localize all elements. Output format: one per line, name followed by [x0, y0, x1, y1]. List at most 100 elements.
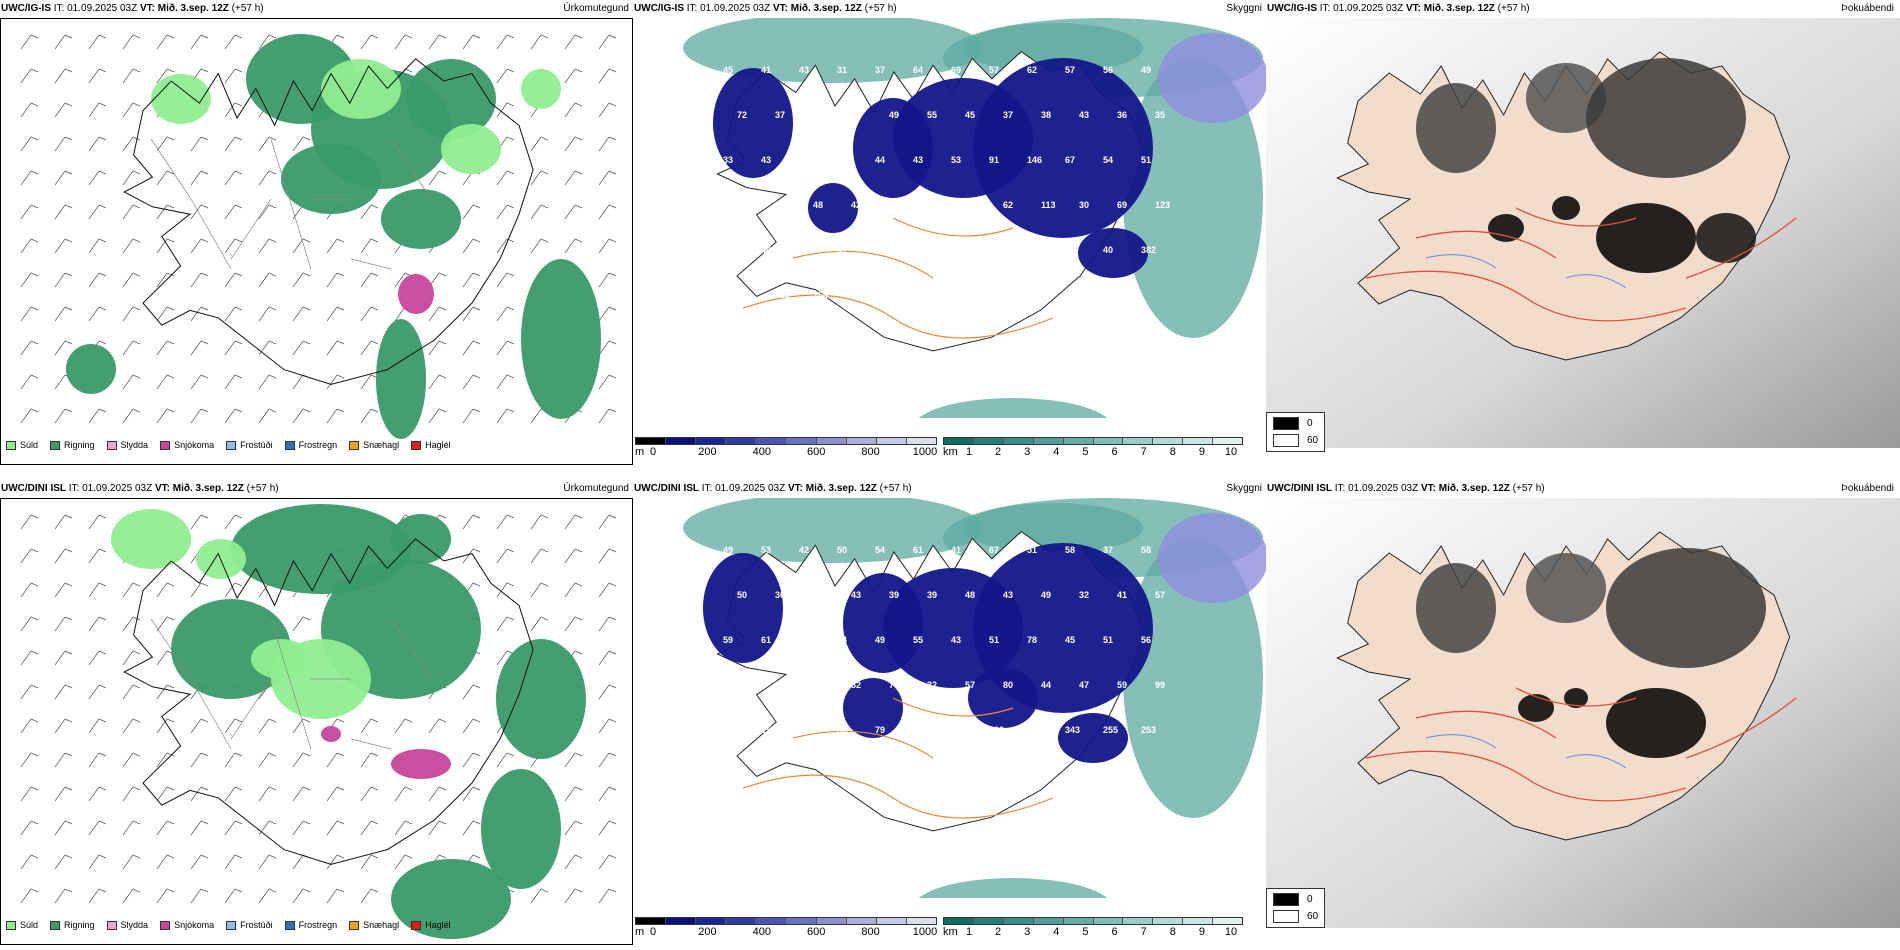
colorbar-tick: 10 — [1224, 446, 1238, 458]
panel-visibility-row1: UWC/IG-IS IT: 01.09.2025 03Z VT: Mið. 3.… — [633, 0, 1266, 480]
cloud-ceiling-label: 57 — [989, 65, 999, 75]
colorbar-strip — [943, 437, 1243, 445]
legend-label: Frostúði — [240, 920, 273, 930]
legend-swatch — [50, 440, 61, 450]
panel-name: Þokuábendi — [1841, 483, 1894, 494]
cloud-ceiling-label: 61 — [913, 545, 923, 555]
cloud-ceiling-colorbar: m 0 200 400 600 800 1000 — [635, 917, 937, 941]
cloud-ceiling-label: 43 — [761, 155, 771, 165]
colorbar-segment — [666, 438, 697, 444]
cloud-ceiling-label: 50 — [775, 200, 785, 210]
cloud-ceiling-label: 62 — [1003, 200, 1013, 210]
colorbar-segment — [906, 918, 936, 924]
colorbar-tick: 9 — [1198, 926, 1205, 938]
colorbar-segment — [906, 438, 936, 444]
panel-fog-index-row2: UWC/DINI ISL IT: 01.09.2025 03Z VT: Mið.… — [1266, 480, 1900, 950]
colorbar-tick: 4 — [1053, 446, 1060, 458]
legend-label: Slydda — [120, 440, 149, 450]
cloud-ceiling-label: 565 — [723, 725, 738, 735]
cloud-ceiling-label: 255 — [1103, 725, 1118, 735]
cloud-ceiling-label: 343 — [1065, 725, 1080, 735]
panel-title: UWC/IG-IS IT: 01.09.2025 03Z VT: Mið. 3.… — [1, 3, 264, 14]
legend-label: Snæhagl — [363, 920, 400, 930]
legend-label: 0 — [1307, 418, 1313, 429]
cloud-ceiling-label: 37 — [775, 110, 785, 120]
cloud-ceiling-label: 45 — [737, 680, 747, 690]
legend-swatch — [1273, 910, 1299, 923]
colorbar-tick: 600 — [807, 926, 826, 938]
colorbar-tick: 200 — [698, 446, 717, 458]
cloud-ceiling-label: 164 — [813, 290, 828, 300]
cloud-ceiling-label: 42 — [799, 545, 809, 555]
panel-name: Úrkomutegund — [563, 483, 629, 494]
colorbar-tick: 4 — [1053, 926, 1060, 938]
colorbar-segment — [756, 918, 787, 924]
cloud-ceiling-label: 36 — [799, 635, 809, 645]
legend-label: Snæhagl — [363, 440, 400, 450]
legend-swatch — [411, 920, 422, 930]
panel-visibility-row2: UWC/DINI ISL IT: 01.09.2025 03Z VT: Mið.… — [633, 480, 1266, 950]
cloud-ceiling-label: 50 — [737, 590, 747, 600]
cloud-ceiling-label: 45 — [965, 110, 975, 120]
panel-title: UWC/IG-IS IT: 01.09.2025 03Z VT: Mið. 3.… — [1267, 3, 1530, 14]
cloud-ceiling-label: 102 — [989, 725, 1004, 735]
legend-swatch — [226, 920, 237, 930]
panel-title: UWC/DINI ISL IT: 01.09.2025 03Z VT: Mið.… — [1, 483, 279, 494]
legend-item: Frostregn — [284, 920, 338, 930]
legend-item: Snjókoma — [160, 920, 214, 930]
legend-item: Haglél — [411, 440, 451, 450]
cloud-ceiling-label: 57 — [965, 680, 975, 690]
cloud-ceiling-label: 39 — [889, 590, 899, 600]
cloud-ceiling-label: 99 — [1155, 680, 1165, 690]
colorbar-tick: 7 — [1140, 446, 1147, 458]
cloud-ceiling-label: 67 — [1065, 155, 1075, 165]
legend-swatch — [411, 440, 422, 450]
cloud-ceiling-label: 37 — [1103, 545, 1113, 555]
cloud-ceiling-label: 43 — [851, 590, 861, 600]
legend-item: Rigning — [50, 920, 95, 930]
colorbar-segment — [973, 438, 1004, 444]
legend-item: Snæhagl — [349, 920, 399, 930]
precip-map — [0, 18, 633, 465]
colorbar-segment — [876, 438, 907, 444]
legend-swatch — [50, 920, 61, 930]
legend-swatch — [226, 440, 237, 450]
colorbar-tick: 10 — [1224, 926, 1238, 938]
cloud-ceiling-label: 36 — [775, 590, 785, 600]
colorbar-segment — [1033, 438, 1064, 444]
cloud-ceiling-label: 78 — [1027, 635, 1037, 645]
legend-label: Rigning — [64, 920, 95, 930]
cloud-ceiling-label: 146 — [1027, 155, 1042, 165]
legend-swatch — [349, 920, 360, 930]
panel-name: Skyggni — [1226, 483, 1262, 494]
cloud-ceiling-label: 56 — [1141, 635, 1151, 645]
cloud-ceiling-label: 39 — [799, 245, 809, 255]
cloud-ceiling-label: 51 — [851, 110, 861, 120]
legend-label: Haglél — [425, 920, 451, 930]
colorbar-unit: km — [943, 926, 958, 938]
legend-label: Frostregn — [298, 920, 338, 930]
colorbar-tick: 3 — [1024, 926, 1031, 938]
cloud-ceiling-label: 56 — [1103, 65, 1113, 75]
legend-label: Súld — [20, 920, 39, 930]
legend-label: Súld — [20, 440, 39, 450]
legend-item: 60 — [1273, 910, 1318, 923]
cloud-ceiling-label: 32 — [927, 680, 937, 690]
legend-swatch — [349, 440, 360, 450]
cloud-ceiling-label: 51 — [989, 635, 999, 645]
cloud-ceiling-label: 44 — [761, 245, 771, 255]
cloud-ceiling-label: 46 — [837, 155, 847, 165]
panel-name: Úrkomutegund — [563, 3, 629, 14]
cloud-ceiling-label: 69 — [799, 725, 809, 735]
colorbar-tick: 1 — [965, 446, 973, 458]
cloud-ceiling-label: 59 — [723, 635, 733, 645]
legend-item: 0 — [1273, 417, 1318, 430]
legend-swatch — [1273, 434, 1299, 447]
colorbar-strip — [635, 917, 937, 925]
cloud-ceiling-label: 120 — [889, 290, 904, 300]
cloud-ceiling-label: 47 — [1079, 680, 1089, 690]
cloud-ceiling-label: 61 — [761, 635, 771, 645]
legend-swatch — [284, 440, 295, 450]
legend-label: Snjókoma — [174, 440, 215, 450]
cloud-ceiling-label: 55 — [913, 635, 923, 645]
